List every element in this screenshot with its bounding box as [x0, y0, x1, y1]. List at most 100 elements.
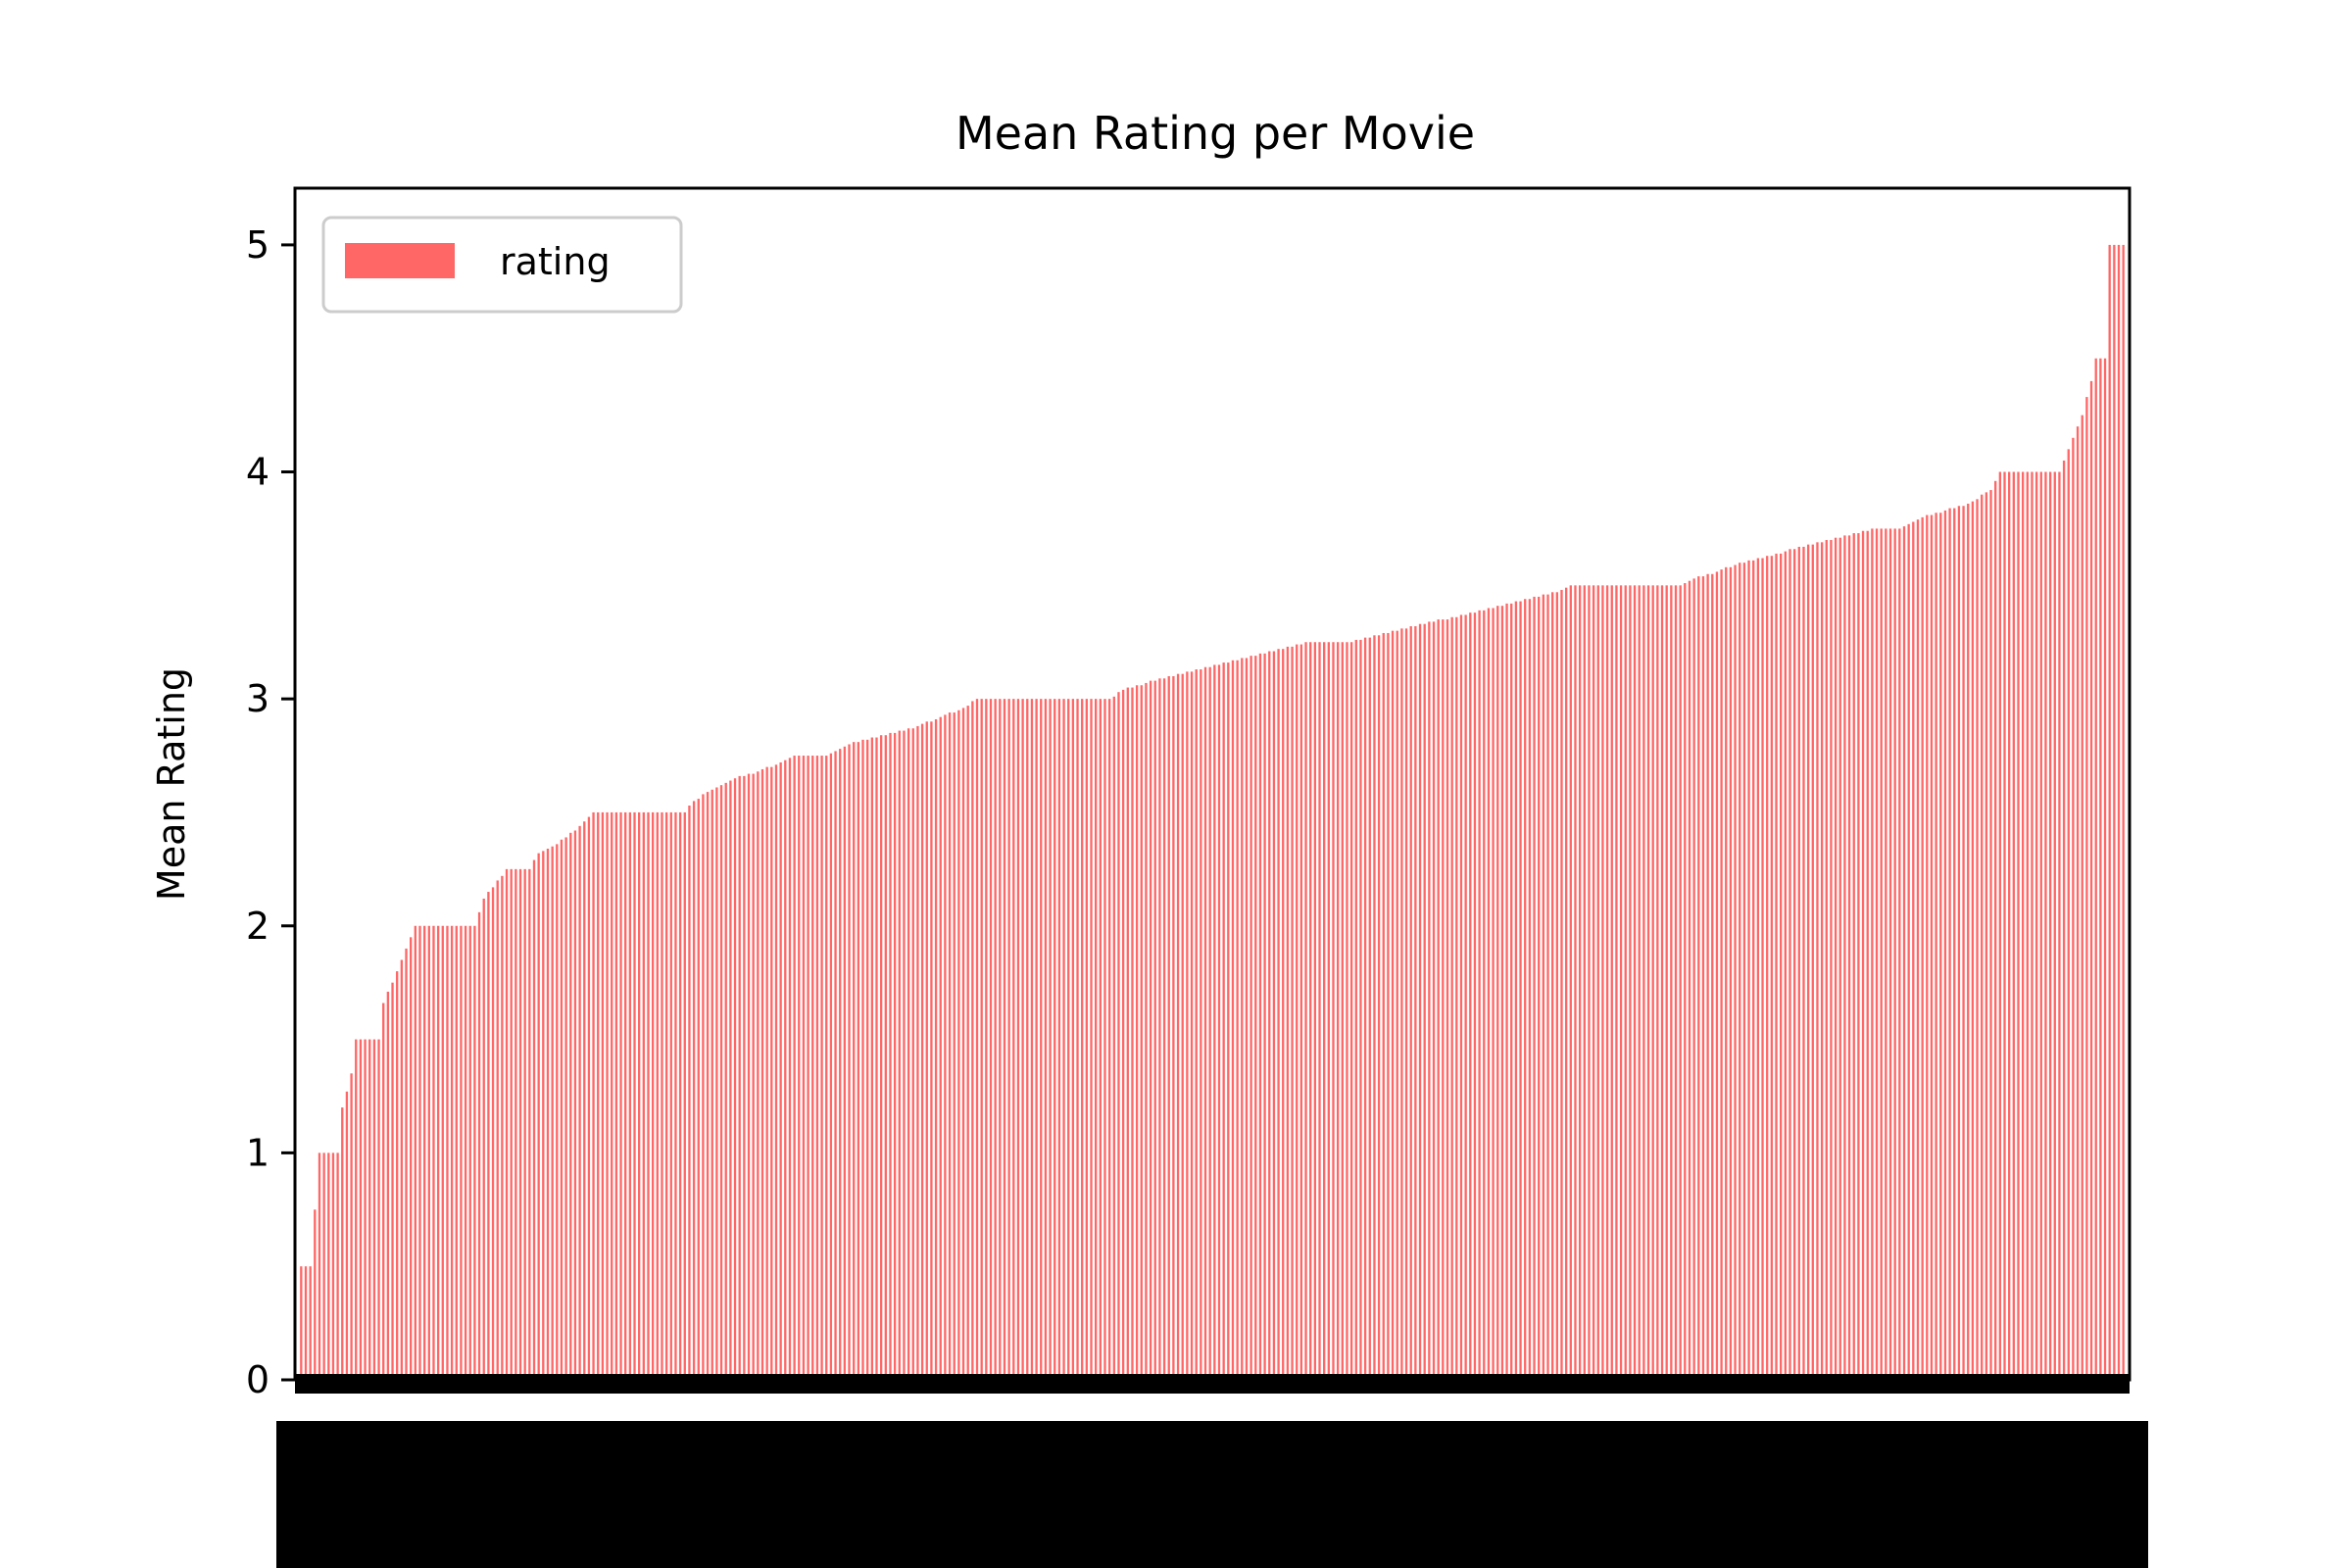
bar	[300, 1266, 303, 1380]
bar	[1510, 603, 1513, 1380]
bar	[1263, 653, 1266, 1380]
bar	[1121, 689, 1125, 1380]
bar	[450, 925, 454, 1380]
bar	[1546, 594, 1549, 1380]
bar	[757, 771, 760, 1380]
bar	[1035, 699, 1038, 1380]
bar	[638, 811, 641, 1380]
bar	[944, 714, 947, 1380]
bar	[1442, 619, 1445, 1380]
bar	[715, 787, 718, 1380]
bar	[1989, 490, 1992, 1380]
bar	[1487, 608, 1491, 1380]
bar	[1172, 675, 1175, 1380]
bar	[1286, 646, 1290, 1380]
bar	[2044, 471, 2047, 1380]
bar	[1629, 585, 1632, 1380]
bar	[1514, 601, 1518, 1380]
bar	[1049, 699, 1052, 1380]
bar	[1834, 537, 1838, 1380]
bar	[1222, 662, 1225, 1380]
bar	[1880, 528, 1883, 1380]
bar	[661, 811, 663, 1380]
bar	[318, 1152, 321, 1380]
bar	[1464, 614, 1467, 1380]
y-tick-group: 0 1 2 3 4 5	[246, 223, 295, 1401]
bar	[861, 739, 864, 1380]
bar	[1615, 585, 1618, 1380]
bar	[1665, 585, 1668, 1380]
bar	[1984, 492, 1988, 1380]
bar	[642, 811, 645, 1380]
bar	[1538, 596, 1541, 1380]
bar	[1149, 680, 1152, 1380]
bar	[647, 811, 650, 1380]
bar	[491, 887, 495, 1380]
bar	[382, 1003, 385, 1380]
bar	[1907, 523, 1910, 1380]
bar	[1103, 699, 1106, 1380]
bar	[1528, 599, 1532, 1380]
bar	[664, 811, 668, 1380]
bar	[1861, 530, 1865, 1380]
bar	[331, 1152, 335, 1380]
bar	[1902, 526, 1906, 1380]
bar	[692, 801, 696, 1380]
bar	[1578, 585, 1582, 1380]
bar	[1404, 628, 1408, 1380]
bar	[1241, 658, 1244, 1380]
bar	[1473, 612, 1477, 1380]
bar	[1588, 585, 1591, 1380]
bar	[1852, 533, 1855, 1380]
bar	[688, 806, 691, 1380]
bar	[1574, 585, 1577, 1380]
bar	[473, 925, 476, 1380]
bar	[1387, 632, 1390, 1380]
bar	[857, 742, 860, 1380]
bar	[779, 762, 782, 1380]
bar	[1998, 471, 2002, 1380]
bar	[1167, 675, 1170, 1380]
bar	[1459, 614, 1463, 1380]
bar	[2031, 471, 2034, 1380]
bar	[523, 868, 526, 1380]
bar	[1816, 542, 1819, 1380]
bar	[1971, 501, 1975, 1380]
bar	[2017, 471, 2020, 1380]
y-axis-label: Mean Rating	[150, 667, 193, 901]
bar	[939, 716, 942, 1380]
bar	[1095, 699, 1098, 1380]
bar	[1564, 587, 1568, 1380]
bar	[948, 712, 952, 1380]
bar	[807, 756, 809, 1380]
bar	[784, 760, 787, 1380]
bar	[879, 735, 883, 1380]
bar	[1377, 635, 1381, 1380]
bar	[884, 735, 887, 1380]
bar	[2094, 358, 2097, 1381]
bar	[770, 766, 773, 1380]
bar	[1797, 546, 1800, 1380]
bar	[455, 925, 458, 1380]
bar	[537, 853, 540, 1380]
bar	[583, 821, 586, 1380]
bar	[546, 849, 550, 1380]
bar	[906, 728, 910, 1380]
bar	[1610, 585, 1613, 1380]
bar	[1706, 573, 1709, 1380]
bar	[304, 1266, 308, 1380]
bar	[1756, 558, 1760, 1380]
bar	[1213, 664, 1216, 1380]
bar	[1296, 644, 1298, 1380]
x-tick-labels-block	[276, 1421, 2148, 1568]
bar	[788, 758, 792, 1380]
bar	[710, 789, 713, 1380]
bar	[1354, 639, 1357, 1380]
bar	[1363, 637, 1367, 1380]
bar	[487, 892, 490, 1380]
bar	[460, 925, 463, 1380]
bar	[386, 991, 390, 1380]
bar	[1021, 699, 1024, 1380]
bar	[1642, 585, 1645, 1380]
bar	[1153, 680, 1156, 1380]
